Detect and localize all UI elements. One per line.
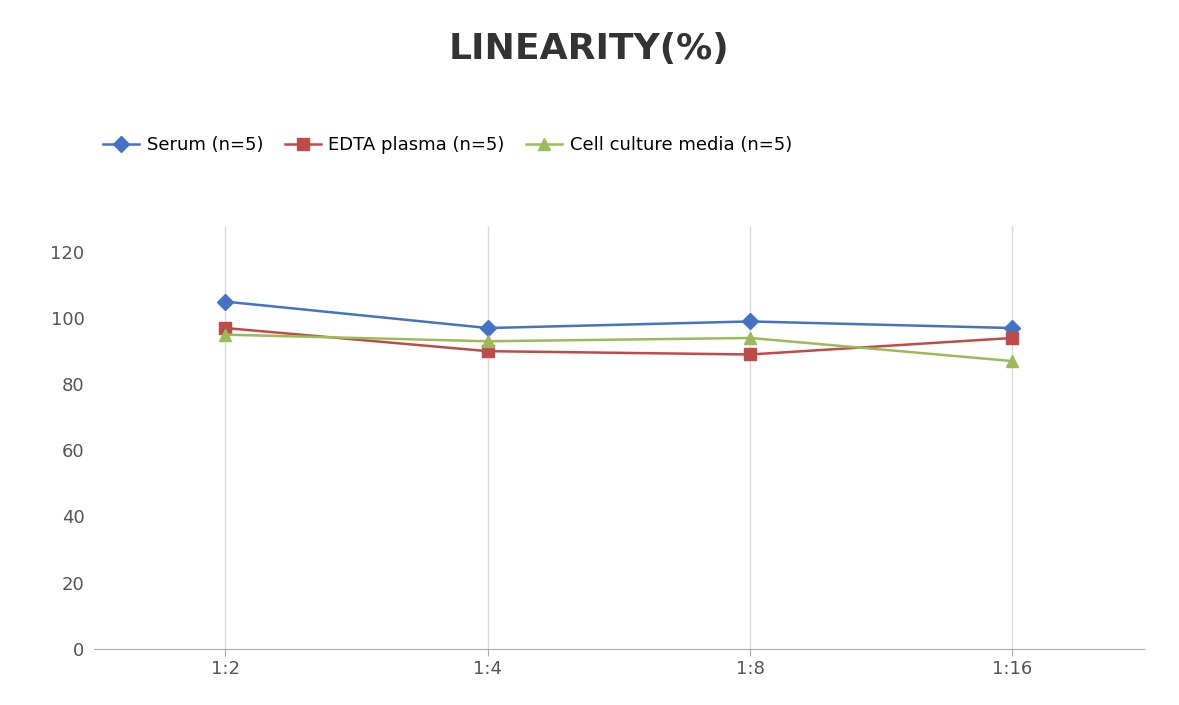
Serum (n=5) [1006, 324, 1020, 332]
Legend: Serum (n=5), EDTA plasma (n=5), Cell culture media (n=5): Serum (n=5), EDTA plasma (n=5), Cell cul… [104, 136, 792, 154]
EDTA plasma (n=5) [743, 350, 757, 359]
Cell culture media (n=5) [481, 337, 495, 345]
Cell culture media (n=5) [1006, 357, 1020, 365]
Line: EDTA plasma (n=5): EDTA plasma (n=5) [220, 322, 1017, 360]
EDTA plasma (n=5) [218, 324, 232, 332]
Text: LINEARITY(%): LINEARITY(%) [449, 32, 730, 66]
EDTA plasma (n=5) [1006, 333, 1020, 342]
Serum (n=5) [743, 317, 757, 326]
Line: Cell culture media (n=5): Cell culture media (n=5) [220, 329, 1017, 367]
Serum (n=5) [218, 298, 232, 306]
Cell culture media (n=5) [218, 331, 232, 339]
Cell culture media (n=5) [743, 333, 757, 342]
Serum (n=5) [481, 324, 495, 332]
EDTA plasma (n=5) [481, 347, 495, 355]
Line: Serum (n=5): Serum (n=5) [220, 296, 1017, 333]
